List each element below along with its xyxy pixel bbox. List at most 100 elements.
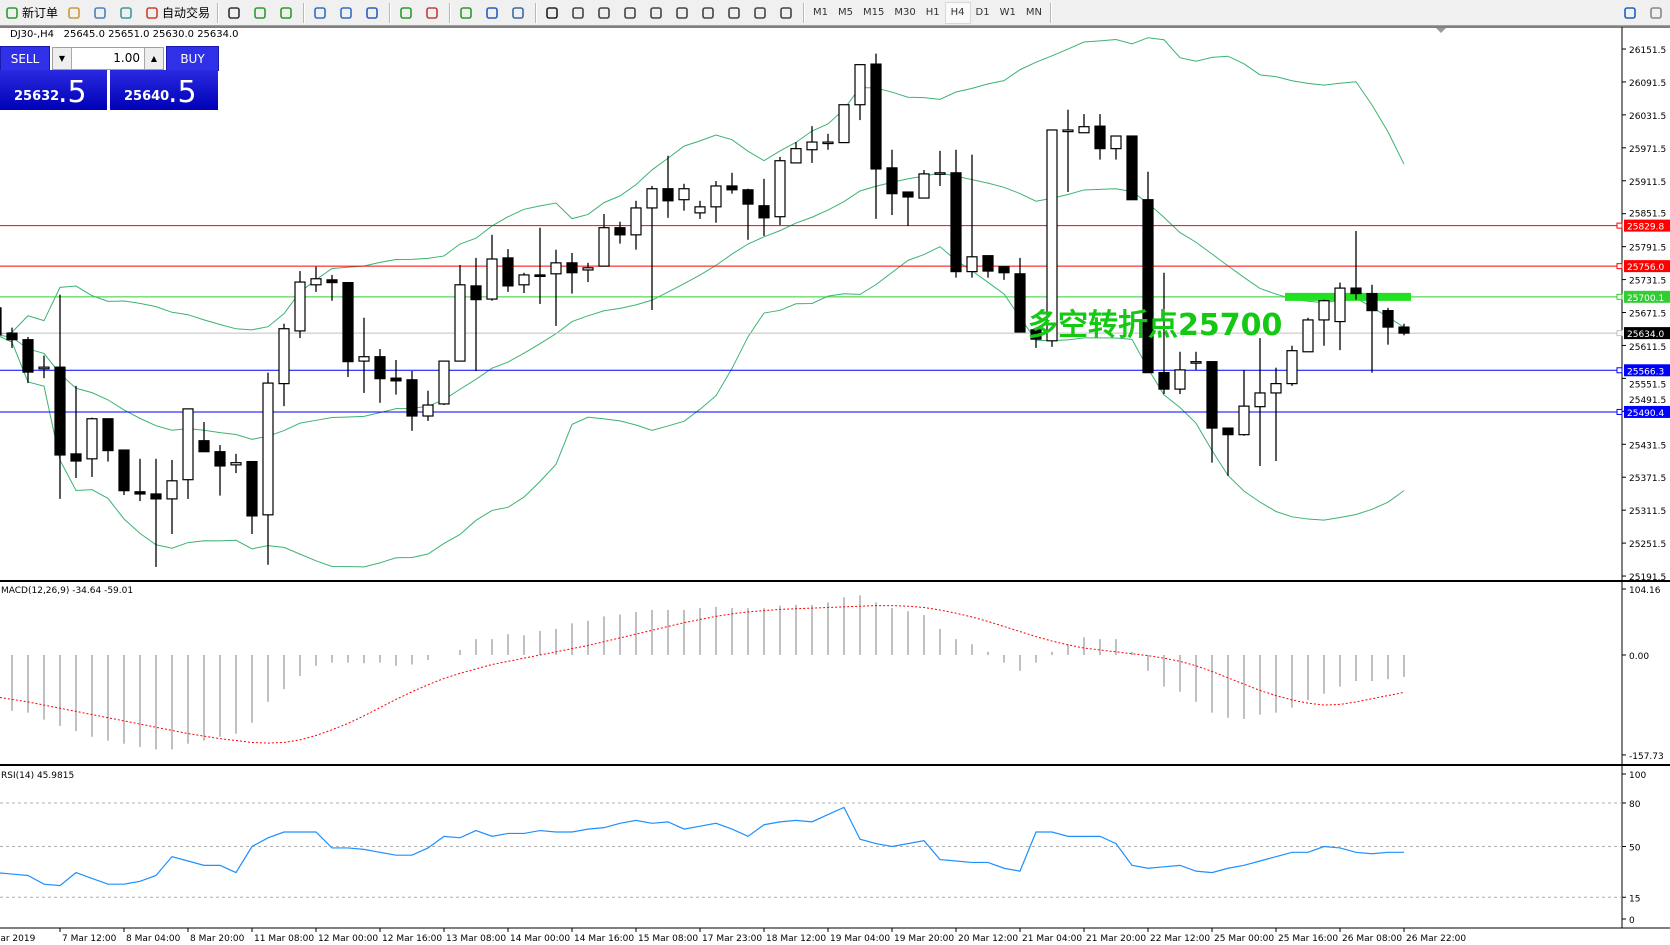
candle xyxy=(102,418,114,462)
horizontal-line-button[interactable] xyxy=(618,2,644,24)
vertical-line-button[interactable] xyxy=(592,2,618,24)
timeframe-h4[interactable]: H4 xyxy=(944,1,971,24)
auto-trading-label: 自动交易 xyxy=(162,6,211,20)
chart-shift-icon[interactable] xyxy=(424,5,440,21)
text-icon[interactable] xyxy=(726,5,742,21)
candle-body-bull xyxy=(518,274,530,286)
auto-trading-icon[interactable] xyxy=(144,5,160,21)
new-order-icon[interactable] xyxy=(4,5,20,21)
price-badge xyxy=(1624,219,1670,232)
candlestick-button[interactable] xyxy=(248,2,274,24)
navigator-icon[interactable] xyxy=(92,5,108,21)
candle-body-bear xyxy=(1350,287,1362,295)
trendline-button[interactable] xyxy=(644,2,670,24)
equidistant-channel-icon[interactable] xyxy=(674,5,690,21)
zoom-out-icon[interactable] xyxy=(338,5,354,21)
rsi-tick-label: 15 xyxy=(1629,894,1640,904)
lots-input[interactable]: 1.00 xyxy=(113,51,140,65)
history-button[interactable] xyxy=(62,2,88,24)
arrows-icon[interactable] xyxy=(778,5,794,21)
fibonacci-button[interactable] xyxy=(696,2,722,24)
sell-button[interactable]: SELL xyxy=(0,46,50,71)
arrows-button[interactable] xyxy=(774,2,800,24)
tile-windows-icon[interactable] xyxy=(364,5,380,21)
candle-body-bull xyxy=(1254,392,1266,408)
increase-lots-button[interactable]: ▲ xyxy=(144,48,163,69)
candle-body-bear xyxy=(1206,361,1218,429)
candle-body-bull xyxy=(854,64,866,106)
auto-trading-button[interactable]: 自动交易 xyxy=(140,2,214,24)
timeframe-m15[interactable]: M15 xyxy=(863,6,885,18)
buy-price-button[interactable]: 25640 .5 xyxy=(110,70,218,110)
text-label-icon[interactable] xyxy=(752,5,768,21)
decrease-lots-button[interactable]: ▼ xyxy=(53,48,72,69)
candle xyxy=(630,200,642,250)
price-tick-label: 25551.5 xyxy=(1629,380,1666,390)
candle-body-bear xyxy=(1366,292,1378,312)
cursor-icon[interactable] xyxy=(544,5,560,21)
signals-button[interactable] xyxy=(114,2,140,24)
line-chart-button[interactable] xyxy=(274,2,300,24)
bar-chart-button[interactable] xyxy=(222,2,248,24)
indicators-icon[interactable] xyxy=(458,5,474,21)
zoom-in-button[interactable] xyxy=(308,2,334,24)
timeframe-mn[interactable]: MN xyxy=(1025,6,1042,18)
price-badge xyxy=(1624,364,1670,377)
autoscroll-button[interactable] xyxy=(394,2,420,24)
templates-icon[interactable] xyxy=(510,5,526,21)
text-label-button[interactable] xyxy=(748,2,774,24)
cursor-button[interactable] xyxy=(540,2,566,24)
crosshair-icon[interactable] xyxy=(570,5,586,21)
timeframe-m1[interactable]: M1 xyxy=(813,6,829,18)
fibonacci-icon[interactable] xyxy=(700,5,716,21)
price-badge xyxy=(1624,260,1670,273)
vertical-line-icon[interactable] xyxy=(596,5,612,21)
periods-icon[interactable] xyxy=(484,5,500,21)
autoscroll-icon[interactable] xyxy=(398,5,414,21)
search-button[interactable] xyxy=(1618,2,1644,24)
horizontal-line-icon[interactable] xyxy=(622,5,638,21)
signals-icon[interactable] xyxy=(118,5,134,21)
zoom-in-icon[interactable] xyxy=(312,5,328,21)
time-label: 25 Mar 16:00 xyxy=(1278,934,1338,944)
navigator-button[interactable] xyxy=(88,2,114,24)
timeframe-m5[interactable]: M5 xyxy=(838,6,854,18)
timeframe-w1[interactable]: W1 xyxy=(999,6,1016,18)
macd-signal-line xyxy=(0,605,1405,744)
candle xyxy=(214,445,226,496)
periods-button[interactable] xyxy=(480,2,506,24)
candle xyxy=(1254,338,1266,466)
text-button[interactable] xyxy=(722,2,748,24)
candlestick-icon[interactable] xyxy=(252,5,268,21)
candle-body-bear xyxy=(134,491,146,495)
new-order-button[interactable]: 新订单 xyxy=(0,2,62,24)
crosshair-button[interactable] xyxy=(566,2,592,24)
sell-price-button[interactable]: 25632 .5 xyxy=(0,70,107,110)
community-button[interactable] xyxy=(1644,2,1670,24)
lots-stepper[interactable]: ▼ 1.00 ▲ xyxy=(52,47,164,70)
buy-button[interactable]: BUY xyxy=(166,46,219,71)
turning-point-annotation[interactable]: 多空转折点25700 xyxy=(1028,308,1283,343)
candle xyxy=(198,422,210,453)
search-icon[interactable] xyxy=(1622,5,1638,21)
community-icon[interactable] xyxy=(1648,5,1664,21)
tile-windows-button[interactable] xyxy=(360,2,386,24)
chart-shift-button[interactable] xyxy=(420,2,446,24)
candle xyxy=(998,266,1010,280)
candle-body-bull xyxy=(838,104,850,144)
line-chart-icon[interactable] xyxy=(278,5,294,21)
timeframe-h1[interactable]: H1 xyxy=(925,6,940,18)
equidistant-channel-button[interactable] xyxy=(670,2,696,24)
candle-body-bull xyxy=(710,185,722,208)
indicators-button[interactable] xyxy=(454,2,480,24)
rsi-tick-label: 100 xyxy=(1629,771,1646,781)
history-icon[interactable] xyxy=(66,5,82,21)
zoom-out-button[interactable] xyxy=(334,2,360,24)
bar-chart-icon[interactable] xyxy=(226,5,242,21)
timeframe-m30[interactable]: M30 xyxy=(894,6,916,18)
trendline-icon[interactable] xyxy=(648,5,664,21)
timeframe-d1[interactable]: D1 xyxy=(975,6,990,18)
templates-button[interactable] xyxy=(506,2,532,24)
hline-handle xyxy=(1616,408,1623,415)
